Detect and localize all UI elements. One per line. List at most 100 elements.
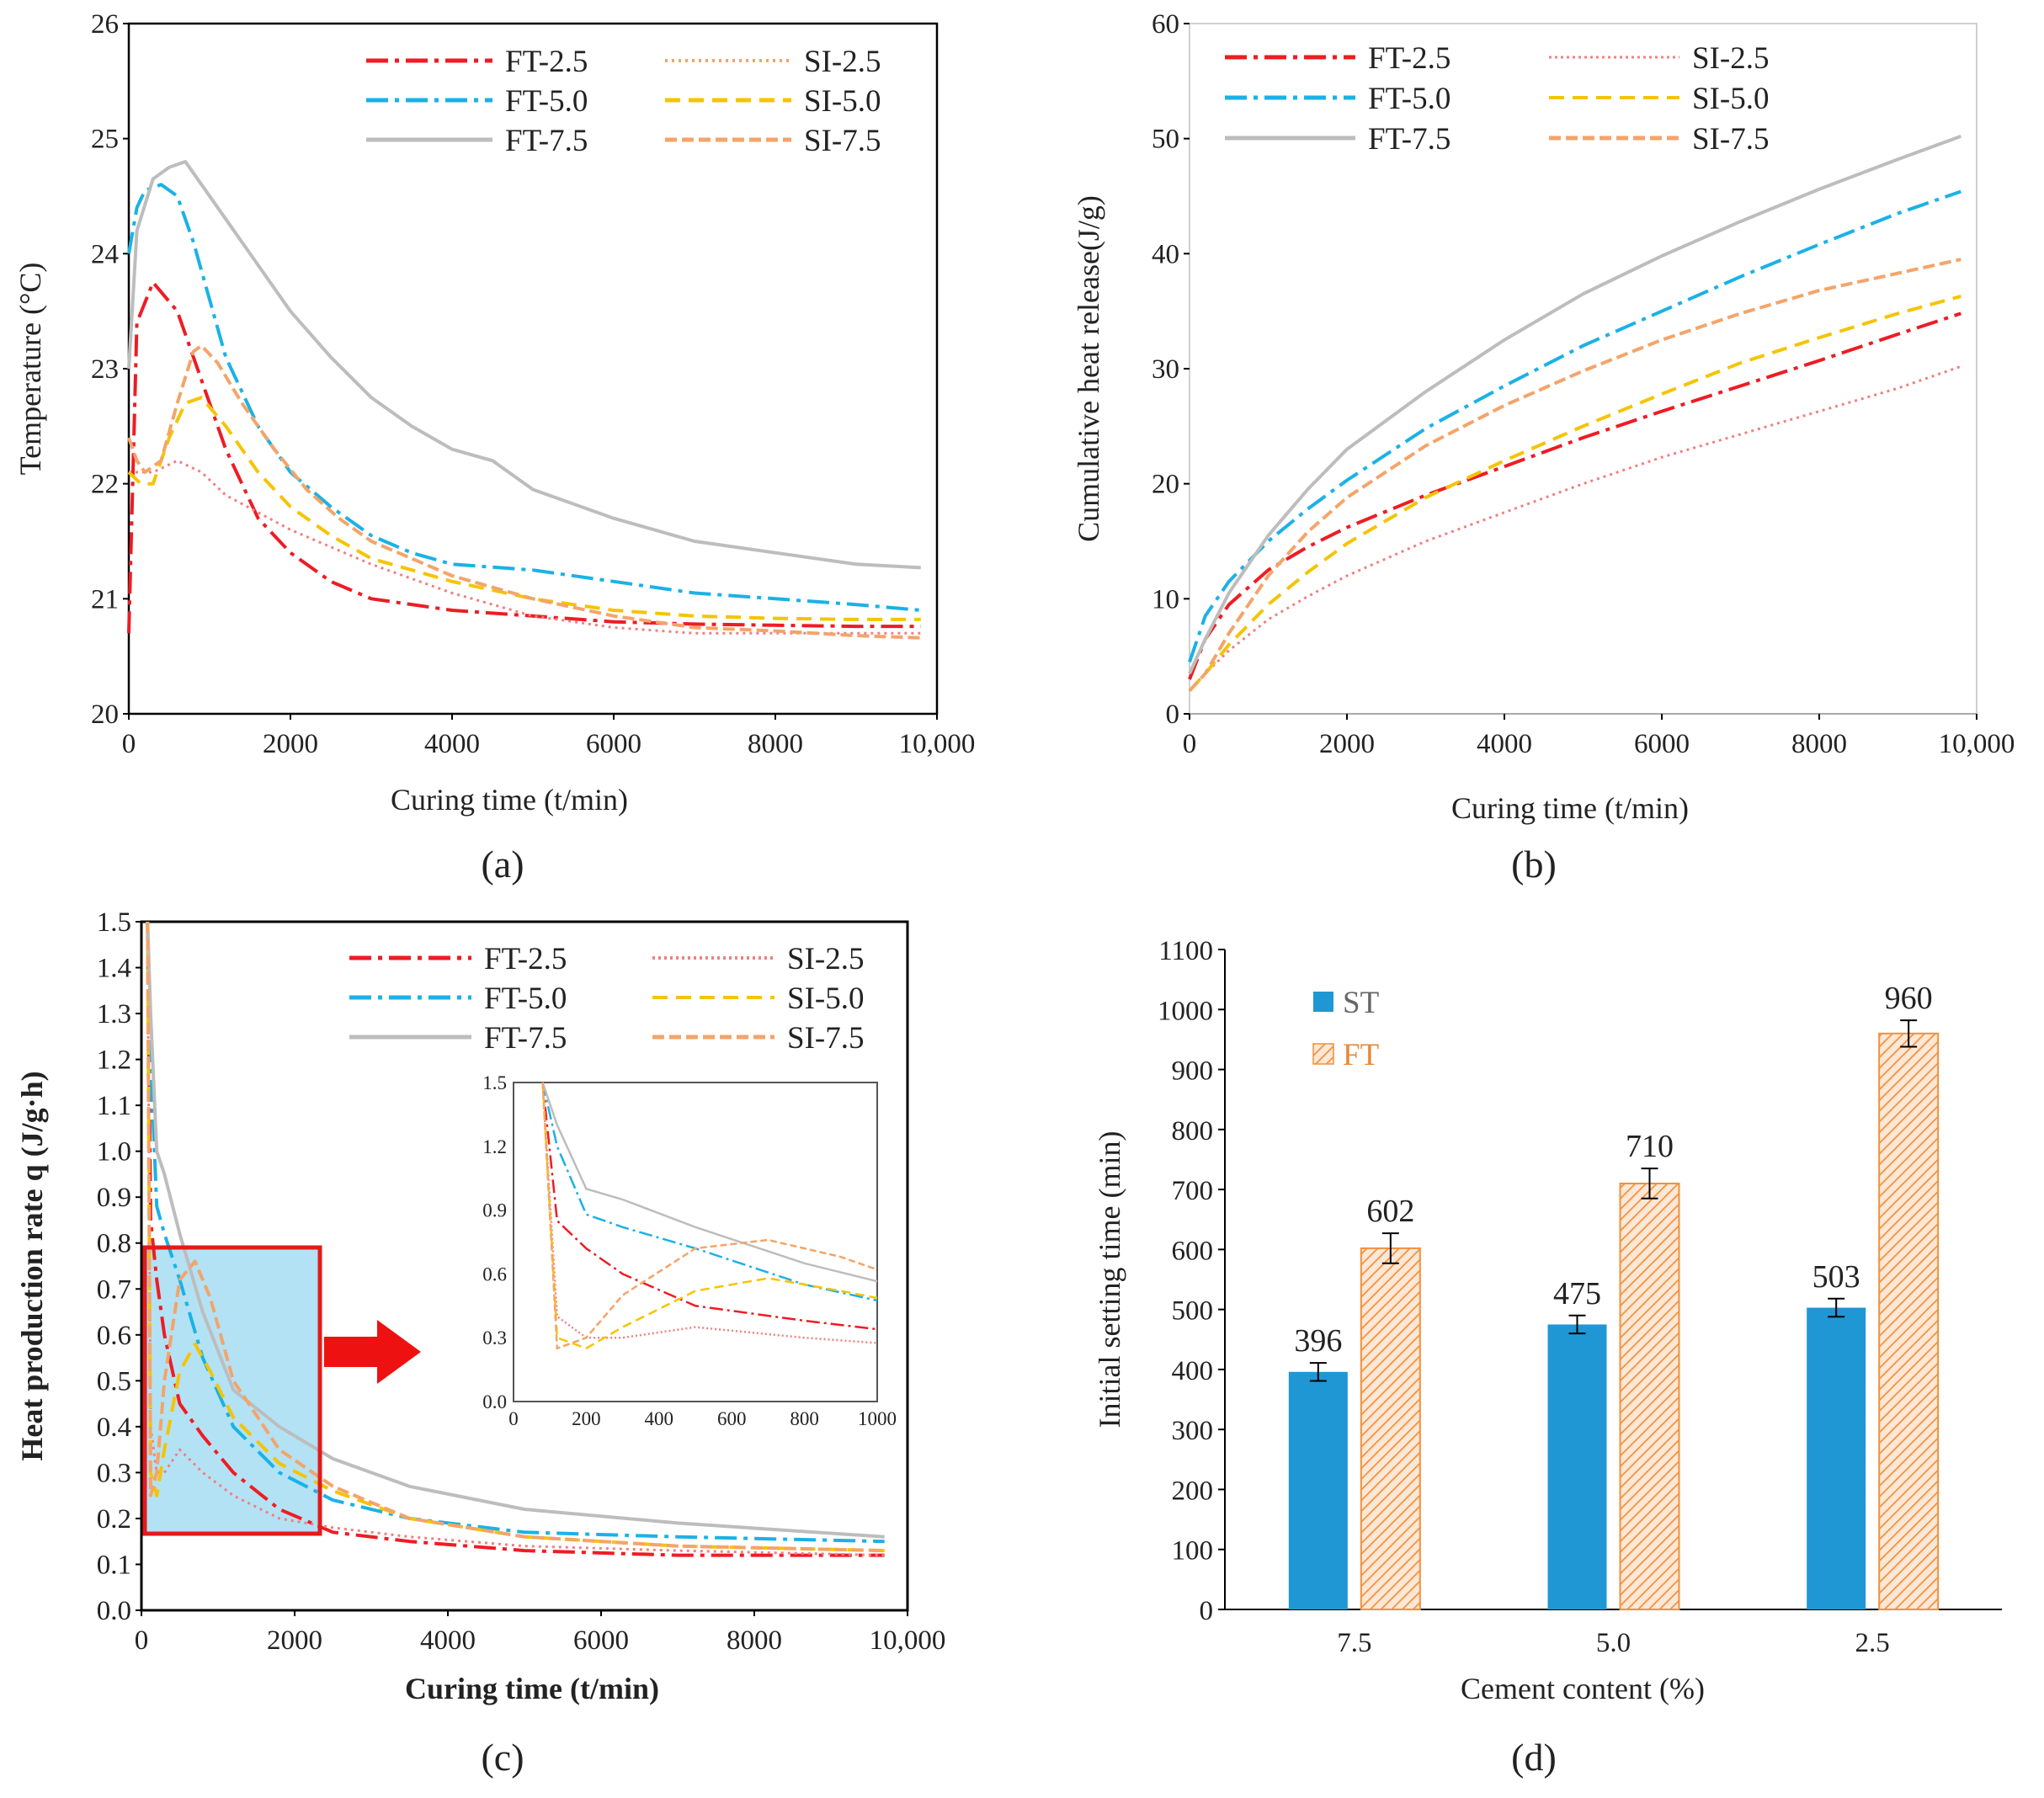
- y-tick-label: 800: [1172, 1116, 1214, 1146]
- category-label: 5.0: [1596, 1628, 1631, 1658]
- panel-c-y-label: Heat production rate q (J/g·h): [15, 1071, 49, 1460]
- x-tick-label: 8000: [727, 1625, 782, 1656]
- legend-label-ft50: FT-5.0: [505, 84, 588, 119]
- legend-label-si25: SI-2.5: [1692, 41, 1769, 76]
- panel-b-plot-area: [1189, 23, 1977, 715]
- y-tick-label: 0: [1200, 1596, 1214, 1626]
- legend-label-ft75: FT-7.5: [484, 1021, 567, 1056]
- series-line-ft-7-5: [127, 160, 921, 570]
- inset-y-tick-label: 0.6: [482, 1263, 507, 1285]
- y-tick-label: 900: [1172, 1056, 1214, 1087]
- legend-label-ft25: FT-2.5: [484, 942, 567, 976]
- x-tick-label: 6000: [573, 1625, 629, 1656]
- legend-label-ft: FT: [1343, 1038, 1379, 1072]
- panel-a-x-label: Curing time (t/min): [391, 783, 628, 817]
- x-tick-label: 10,000: [1939, 729, 2015, 759]
- y-tick-label: 0: [1166, 700, 1180, 730]
- y-tick-label: 600: [1172, 1236, 1214, 1266]
- inset-y-ticks: 0.0 0.3 0.6 0.9 1.2 1.5: [482, 1072, 507, 1412]
- y-tick-label: 200: [1172, 1476, 1214, 1506]
- y-tick-label: 0.0: [97, 1596, 131, 1626]
- panel-b: 0 10 20 30 40 50 60 0 2000 4000 6000 8000 10,000 FT…: [1072, 9, 2015, 886]
- data-label: 960: [1885, 981, 1933, 1016]
- panel-d-legend: ST FT: [1312, 986, 1379, 1072]
- y-tick-label: 25: [91, 125, 119, 155]
- series-line-ft-2-5: [146, 921, 885, 1557]
- x-tick-label: 2000: [263, 729, 318, 759]
- y-tick-label: 40: [1152, 239, 1179, 269]
- x-tick-label: 0: [122, 729, 136, 759]
- y-tick-label: 1.1: [97, 1091, 131, 1121]
- x-tick-label: 6000: [586, 729, 641, 759]
- legend-label-ft50: FT-5.0: [484, 981, 567, 1016]
- panel-d-x-label: Cement content (%): [1461, 1672, 1705, 1705]
- bar-ft: [1619, 1182, 1680, 1610]
- panel-d: 0 100 200 300 400 500 600 700 800 900 1000 1100 7.5…: [1093, 936, 2002, 1779]
- legend-label-si50: SI-5.0: [1692, 82, 1769, 116]
- bar-st: [1288, 1371, 1348, 1609]
- y-tick-label: 10: [1152, 584, 1179, 614]
- series-line-si-2-5: [129, 459, 921, 635]
- panel-b-x-label: Curing time (t/min): [1451, 791, 1689, 825]
- x-tick-label: 2000: [267, 1625, 322, 1656]
- data-label: 602: [1366, 1194, 1414, 1229]
- zoom-highlight-border: [142, 1245, 322, 1536]
- y-tick-label: 50: [1152, 125, 1179, 155]
- inset-series: [541, 1082, 878, 1350]
- series-line-ft-7-5: [1188, 135, 1961, 675]
- panel-c-inset: 0.0 0.3 0.6 0.9 1.2 1.5 0 200 400 600 800 1000: [482, 1072, 897, 1429]
- y-tick-label: 0.7: [97, 1274, 131, 1305]
- inset-series-line-si-5-0: [541, 1082, 878, 1350]
- legend-label-ft25: FT-2.5: [1368, 41, 1450, 76]
- panel-a-y-label: Temperature (°C): [13, 263, 47, 476]
- panel-d-caption: (d): [1511, 1736, 1557, 1779]
- inset-series-line-si-7-5: [541, 1082, 878, 1350]
- legend-label-ft75: FT-7.5: [505, 124, 588, 158]
- legend-label-si75: SI-7.5: [1692, 122, 1769, 157]
- panel-d-y-label: Initial setting time (min): [1093, 1131, 1126, 1428]
- bar-ft: [1878, 1032, 1940, 1611]
- legend-label-ft25: FT-2.5: [505, 45, 588, 79]
- x-tick-label: 0: [1183, 729, 1197, 759]
- inset-y-tick-label: 0.9: [482, 1200, 507, 1221]
- x-tick-label: 10,000: [899, 729, 976, 759]
- panel-a-series: [127, 160, 921, 640]
- y-tick-label: 500: [1172, 1296, 1214, 1327]
- y-tick-label: 20: [91, 700, 119, 730]
- inset-x-tick-label: 400: [645, 1408, 674, 1429]
- series-line-si-7-5: [146, 921, 885, 1553]
- panel-c-x-ticks: 0 2000 4000 6000 8000 10,000: [135, 1610, 945, 1656]
- data-label: 396: [1294, 1323, 1342, 1359]
- series-line-si-2-5: [1188, 364, 1961, 692]
- y-tick-label: 1.3: [97, 999, 131, 1029]
- data-label: 475: [1553, 1276, 1601, 1311]
- inset-x-tick-label: 800: [790, 1408, 819, 1429]
- inset-y-tick-label: 0.0: [482, 1391, 507, 1412]
- y-tick-label: 0.2: [97, 1504, 131, 1535]
- legend-label-si25: SI-2.5: [787, 942, 864, 976]
- legend-label-ft50: FT-5.0: [1368, 82, 1450, 116]
- data-label: 710: [1626, 1129, 1674, 1164]
- inset-x-tick-label: 0: [508, 1408, 519, 1429]
- panel-a-y-ticks: 20 21 22 23 24 25 26: [91, 9, 129, 730]
- inset-y-tick-label: 1.5: [482, 1072, 507, 1093]
- bar-ft: [1360, 1247, 1421, 1611]
- y-tick-label: 60: [1152, 9, 1179, 40]
- y-tick-label: 22: [91, 470, 119, 500]
- panel-d-y-ticks: 0 100 200 300 400 500 600 700 800 900 1000 1100: [1158, 936, 1225, 1626]
- x-tick-label: 8000: [748, 729, 803, 759]
- legend-label-si75: SI-7.5: [787, 1021, 864, 1056]
- y-tick-label: 1.5: [97, 907, 131, 938]
- zoom-arrow-icon: [324, 1320, 421, 1384]
- panel-c-caption: (c): [481, 1736, 524, 1779]
- x-tick-label: 6000: [1634, 729, 1690, 759]
- panel-a-caption: (a): [481, 843, 524, 886]
- legend-label-si75: SI-7.5: [804, 124, 881, 158]
- inset-plot-area: [513, 1082, 878, 1402]
- inset-x-tick-label: 200: [572, 1408, 601, 1429]
- data-label: 503: [1812, 1259, 1860, 1295]
- y-tick-label: 20: [1152, 470, 1179, 500]
- y-tick-label: 1100: [1158, 936, 1213, 966]
- x-tick-label: 8000: [1791, 729, 1847, 759]
